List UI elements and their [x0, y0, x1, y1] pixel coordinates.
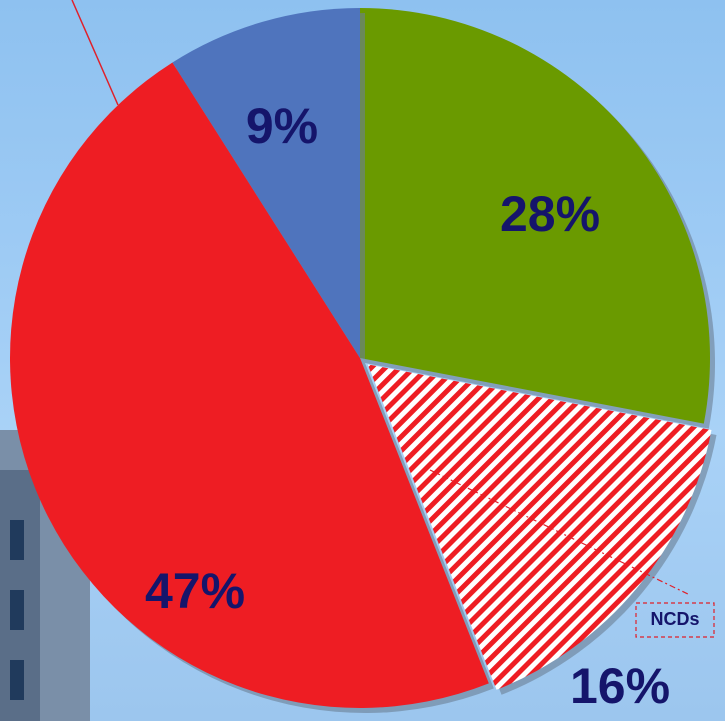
- slice: [367, 364, 712, 690]
- leader-line: [71, 0, 119, 106]
- slice: [172, 8, 360, 358]
- label-box: [635, 602, 715, 638]
- slice: [360, 8, 711, 424]
- data-label: 16%: [570, 658, 670, 714]
- category-label: NCDs: [650, 609, 699, 629]
- data-label: 9%: [246, 98, 318, 154]
- slice: [10, 62, 489, 708]
- pie: [10, 8, 717, 713]
- leader-line: [429, 469, 691, 596]
- data-label: 47%: [145, 563, 245, 619]
- data-label: 28%: [500, 186, 600, 242]
